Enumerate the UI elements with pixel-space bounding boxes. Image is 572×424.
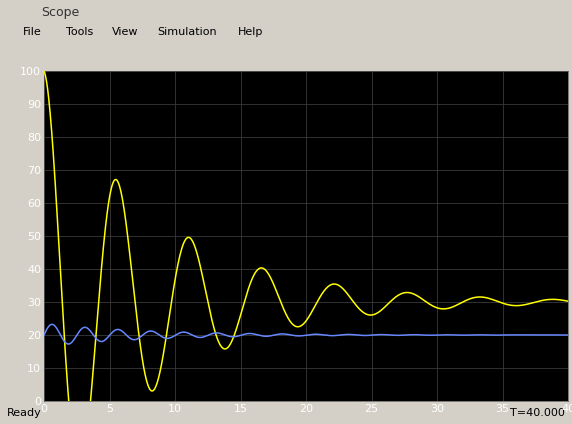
Text: File: File xyxy=(23,27,42,37)
Text: View: View xyxy=(112,27,138,37)
Text: Help: Help xyxy=(237,27,263,37)
Text: T=40.000: T=40.000 xyxy=(510,408,565,418)
Text: Tools: Tools xyxy=(66,27,93,37)
Text: Simulation: Simulation xyxy=(157,27,217,37)
Text: Scope: Scope xyxy=(41,6,80,19)
Text: Ready: Ready xyxy=(7,408,42,418)
